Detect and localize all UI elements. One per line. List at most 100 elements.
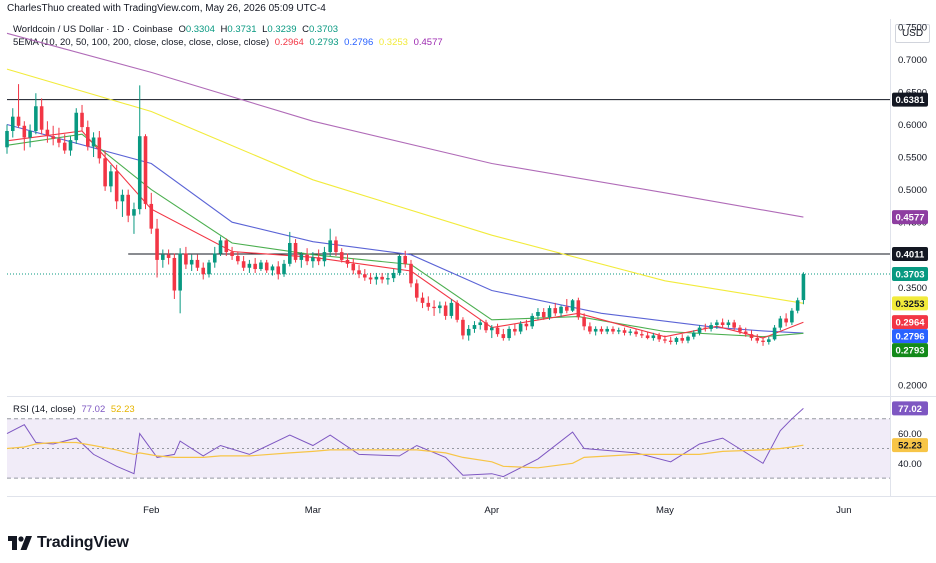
candle-body	[743, 331, 748, 335]
candle-body	[686, 336, 690, 341]
price-tick-label: 0.5500	[898, 153, 927, 164]
candle-body	[189, 259, 194, 265]
price-tick-label: 0.5000	[898, 185, 927, 196]
candle-body	[126, 194, 130, 216]
candle-body	[489, 327, 494, 331]
rsi-line	[6, 408, 804, 478]
price-label-ema-100-bg	[892, 296, 928, 311]
candle-body	[201, 267, 206, 275]
candle-body	[80, 112, 84, 128]
ema-layer	[6, 32, 804, 339]
candle-body	[103, 158, 107, 187]
candle-body	[426, 302, 431, 307]
candle-body	[501, 334, 506, 339]
candle-body	[715, 322, 719, 326]
candle-body	[351, 263, 356, 271]
price-label-ema-100: 0.3253	[892, 296, 928, 311]
time-tick-label: May	[656, 505, 674, 516]
candle-body	[109, 171, 113, 187]
time-tick-label: Feb	[143, 505, 159, 516]
candle-body	[195, 259, 200, 268]
candle-body	[657, 335, 661, 340]
rsi-legend-label: RSI (14, close)	[13, 404, 76, 415]
rsi-legend: RSI (14, close) 77.02 52.23	[13, 404, 135, 415]
price-label-ema-10-text: 0.2964	[895, 318, 925, 329]
candle-body	[328, 240, 332, 253]
candle-body	[461, 319, 465, 336]
candle-body	[495, 327, 500, 335]
candle-body	[311, 257, 315, 262]
symbol-name: Worldcoin / US Dollar · 1D · Coinbase	[13, 24, 173, 35]
time-axis[interactable]: Feb Mar Apr May Jun	[143, 505, 851, 516]
horizontal-lines-layer	[7, 99, 890, 275]
candle-body	[420, 297, 425, 303]
candle-body	[45, 129, 50, 137]
rsi-ma-value: 52.23	[110, 404, 135, 415]
candles-layer	[5, 84, 806, 346]
rsi-ma-value-label: 52.23	[892, 438, 928, 453]
candle-body	[334, 240, 338, 253]
candle-body	[114, 171, 119, 202]
close-value: 0.3703	[309, 24, 339, 35]
candle-body	[276, 266, 281, 275]
ema-line-ema-50	[6, 123, 804, 334]
candle-body	[62, 142, 67, 151]
currency-button[interactable]: USD	[895, 24, 930, 43]
candle-body	[391, 272, 396, 279]
price-label-ema-20-text: 0.2793	[895, 346, 924, 357]
candle-body	[184, 253, 188, 265]
candle-body	[409, 263, 413, 284]
candle-body	[507, 328, 511, 339]
candle-body	[767, 339, 771, 342]
candle-body	[374, 276, 379, 280]
candle-body	[397, 256, 402, 273]
candle-body	[10, 116, 15, 131]
price-label-last-price-bg	[892, 267, 928, 282]
candle-body	[57, 138, 61, 143]
ema-line-ema-10	[6, 130, 804, 339]
price-label-ema-20: 0.2793	[892, 343, 928, 358]
high-label: H	[220, 24, 228, 35]
ema10-value: 0.2964	[274, 37, 304, 48]
candle-body	[720, 322, 725, 326]
candle-body	[132, 209, 136, 216]
price-label-horizontal-line-text: 0.4011	[896, 249, 925, 260]
candle-body	[149, 203, 154, 229]
candle-body	[640, 334, 644, 336]
price-tick-label: 0.3500	[898, 283, 927, 294]
tradingview-logo[interactable]: TradingView	[8, 533, 129, 553]
candle-body	[466, 328, 471, 336]
price-label-horizontal-line-text: 0.6381	[895, 95, 925, 106]
price-label-ema-20-bg	[892, 343, 928, 358]
candle-body	[414, 283, 419, 298]
candle-body	[339, 252, 344, 260]
price-labels-layer: 0.4577 0.4011 0.3703 0.3253 0.2964 0.2796 0.27…	[892, 92, 928, 453]
candle-body	[39, 106, 44, 130]
candle-body	[697, 327, 702, 333]
symbol-legend: Worldcoin / US Dollar · 1D · Coinbase O0…	[13, 24, 338, 35]
candle-body	[668, 340, 673, 342]
candle-body	[218, 240, 223, 254]
candle-body	[155, 228, 159, 260]
rsi-ma-value-label-text: 52.23	[898, 441, 922, 452]
candle-body	[5, 130, 9, 148]
candle-body	[565, 306, 569, 311]
candle-body	[738, 327, 742, 332]
ema50-value: 0.2796	[344, 37, 374, 48]
rsi-value-label-bg	[892, 401, 928, 416]
candle-body	[363, 274, 367, 278]
candle-body	[663, 339, 667, 341]
ema-line-ema-100	[6, 68, 804, 304]
candle-body	[68, 140, 73, 151]
rsi-value-label: 77.02	[892, 401, 928, 416]
candle-body	[270, 266, 275, 271]
candle-body	[645, 335, 650, 339]
ema-line-ema-200	[6, 32, 804, 218]
candle-body	[582, 317, 586, 327]
price-label-horizontal-line: 0.4011	[892, 246, 928, 261]
logo-text: TradingView	[37, 534, 129, 551]
candle-body	[611, 328, 615, 332]
ema100-value: 0.3253	[378, 37, 408, 48]
